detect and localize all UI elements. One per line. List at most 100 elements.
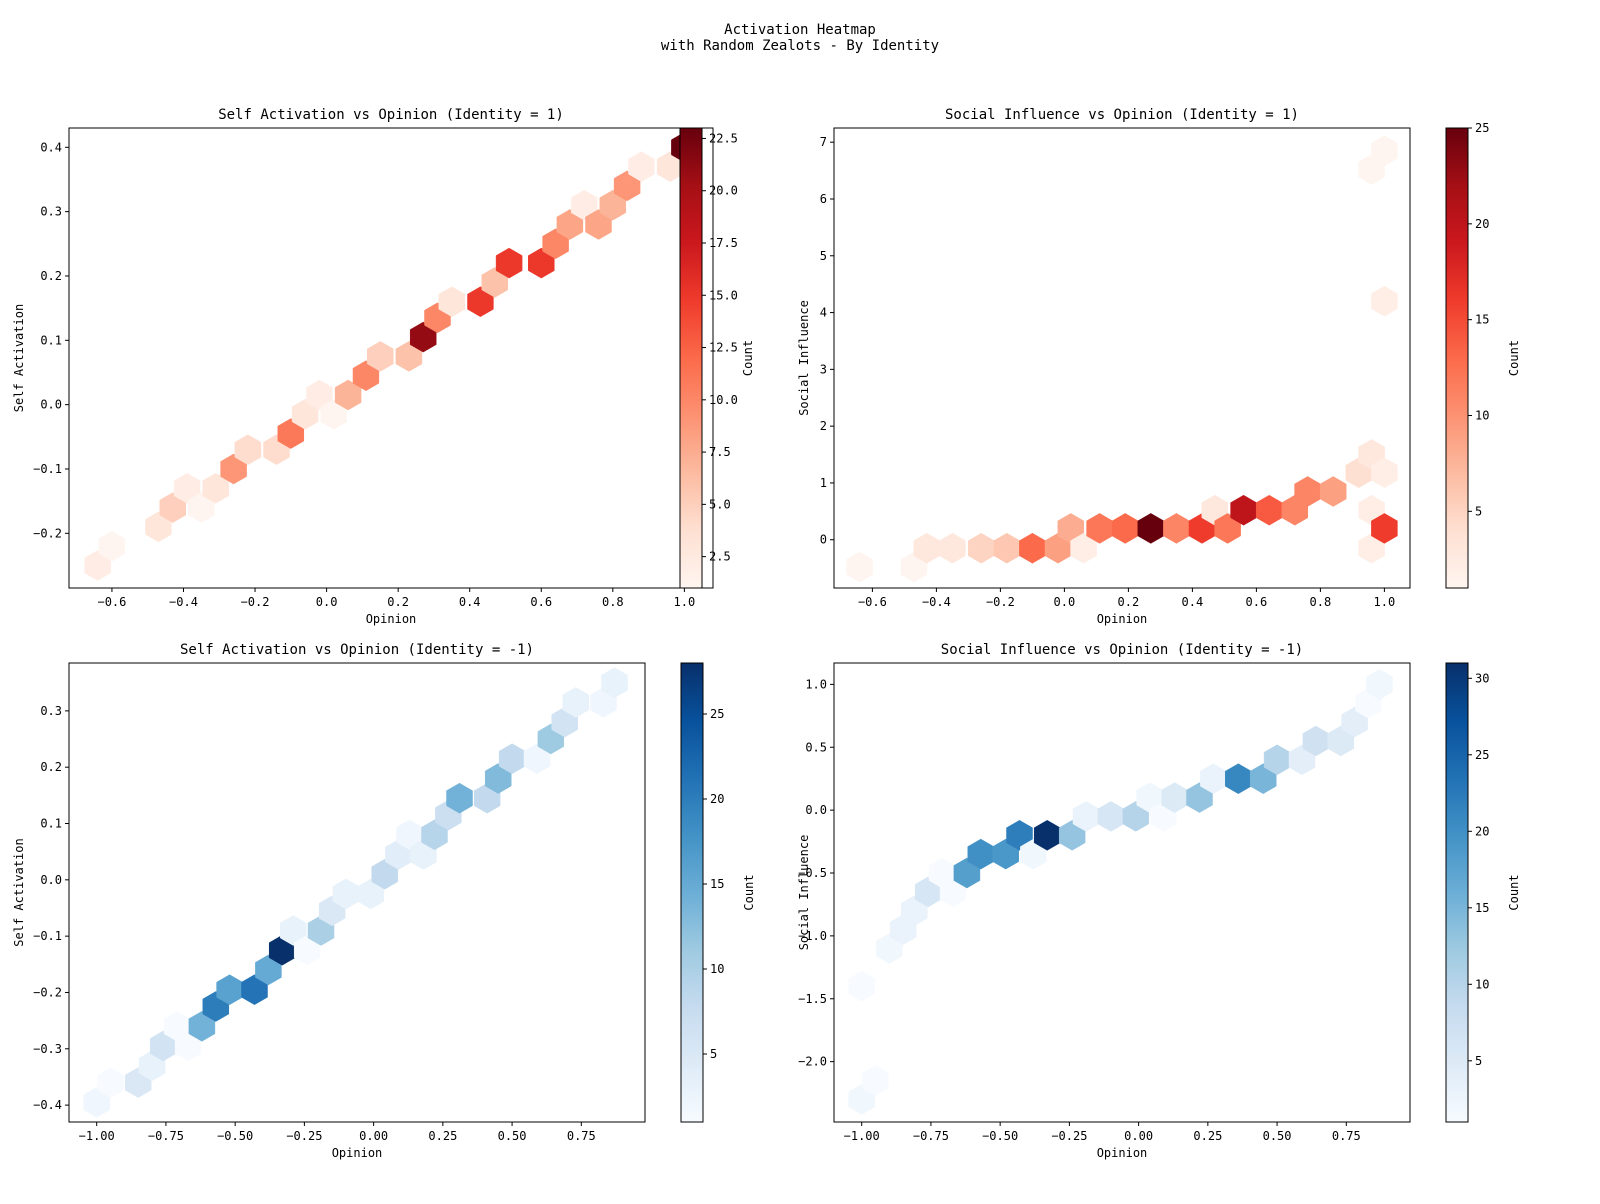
- hexbin-cell: [1366, 669, 1393, 700]
- x-tick-label: 0.4: [1182, 595, 1204, 609]
- x-tick-label: 0.00: [359, 1129, 388, 1143]
- axes-frame: [833, 127, 1411, 589]
- hexbin-cell: [1097, 801, 1125, 832]
- y-tick-label: 3: [820, 362, 827, 376]
- hexbin-cell: [846, 551, 873, 583]
- y-tick-label: 0.0: [805, 803, 827, 817]
- colorbar-tick-label: 15: [1475, 901, 1489, 915]
- hexbin-cell: [1137, 513, 1165, 544]
- y-tick-label: −0.2: [33, 985, 62, 999]
- hexbin-cell: [1371, 457, 1398, 488]
- x-tick-label: 1.0: [674, 595, 696, 609]
- hexbin-cell: [367, 341, 394, 372]
- x-tick-label: −0.25: [1051, 1129, 1087, 1143]
- colorbar-tick-label: 25: [1475, 121, 1489, 135]
- hexbin-cell: [1371, 135, 1398, 166]
- hexbin-cell: [438, 286, 466, 317]
- hexbin-cell: [495, 247, 523, 279]
- subplot-1: −0.6 −0.4 −0.2 0.0 0.2 0.4 0.6 0.8 1.0 −0.2 −0.1 0.…: [12, 107, 755, 626]
- hexbin-layer: [83, 667, 628, 1118]
- y-tick-label: −1.5: [798, 992, 827, 1006]
- y-tick-label: 0.2: [40, 760, 62, 774]
- y-axis-label: Self Activation: [12, 838, 26, 946]
- subplot-4: −1.00 −0.75 −0.50 −0.25 0.00 0.25 0.50 0.75 −2.0…: [797, 642, 1521, 1160]
- y-tick-label: 1: [820, 476, 827, 490]
- y-tick-label: 4: [820, 306, 827, 320]
- hexbin-cell: [1006, 820, 1033, 851]
- y-tick-label: 0.2: [40, 269, 62, 283]
- colorbar: [1445, 127, 1469, 589]
- hexbin-cell: [306, 379, 333, 411]
- subplot-title: Social Influence vs Opinion (Identity = …: [945, 107, 1299, 123]
- figure-title-line-2: with Random Zealots - By Identity: [660, 38, 940, 54]
- hexbin-cell: [1319, 476, 1347, 507]
- y-tick-label: −0.4: [33, 1098, 62, 1112]
- y-tick-label: 7: [820, 135, 827, 149]
- colorbar-tick-label: 20: [1475, 217, 1489, 231]
- y-tick-label: −0.5: [798, 866, 827, 880]
- y-tick-label: 5: [820, 249, 827, 263]
- hexbin-cell: [280, 915, 307, 946]
- colorbar-tick-label: 10.0: [709, 393, 738, 407]
- subplot-title: Self Activation vs Opinion (Identity = 1…: [218, 107, 564, 123]
- hexbin-layer: [848, 669, 1393, 1115]
- x-tick-label: 0.8: [602, 595, 624, 609]
- hexbin-cell: [993, 532, 1021, 564]
- colorbar-tick-label: 20: [710, 792, 724, 806]
- colorbar-tick-label: 20.0: [709, 184, 738, 198]
- x-tick-label: 0.8: [1310, 595, 1332, 609]
- colorbar-tick-label: 25: [1475, 748, 1489, 762]
- y-tick-label: 0.3: [40, 205, 62, 219]
- hexbin-cell: [173, 473, 201, 504]
- x-tick-label: 0.4: [459, 595, 481, 609]
- colorbar-tick-label: 12.5: [709, 341, 738, 355]
- hexbin-cell: [967, 532, 995, 564]
- colorbar-tick-label: 10: [1475, 409, 1489, 423]
- colorbar-tick-label: 7.5: [709, 445, 731, 459]
- hexbin-cell: [1111, 513, 1139, 544]
- x-axis-label: Opinion: [366, 612, 417, 626]
- axes-frame: [68, 127, 714, 589]
- y-axis-label: Social Influence: [797, 300, 811, 416]
- x-tick-label: −0.4: [922, 595, 951, 609]
- x-tick-label: 0.6: [530, 595, 552, 609]
- colorbar-tick-label: 22.5: [709, 131, 738, 145]
- hexbin-cell: [848, 970, 875, 1002]
- y-tick-label: 0.0: [40, 398, 62, 412]
- y-tick-label: 6: [820, 192, 827, 206]
- x-tick-label: 0.0: [316, 595, 338, 609]
- x-tick-label: −0.6: [858, 595, 887, 609]
- y-tick-label: −0.1: [33, 929, 62, 943]
- x-tick-label: −0.6: [97, 595, 126, 609]
- colorbar-tick-label: 15: [1475, 313, 1489, 327]
- hexbin-layer: [846, 135, 1398, 583]
- y-axis-label: Social Influence: [797, 835, 811, 951]
- subplot-title: Self Activation vs Opinion (Identity = -…: [180, 642, 534, 658]
- hexbin-cell: [1371, 285, 1398, 317]
- x-tick-label: 0.25: [1193, 1129, 1222, 1143]
- hexbin-cell: [1371, 513, 1398, 544]
- hexbin-cell: [570, 189, 598, 221]
- y-tick-label: 0.1: [40, 333, 62, 347]
- hexbin-cell: [1225, 763, 1252, 794]
- x-tick-label: 0.2: [387, 595, 409, 609]
- x-tick-label: −0.25: [286, 1129, 322, 1143]
- y-tick-label: −0.3: [33, 1042, 62, 1056]
- colorbar-tick-label: 5.0: [709, 497, 731, 511]
- x-tick-label: −1.00: [79, 1129, 115, 1143]
- x-tick-label: 0.50: [498, 1129, 527, 1143]
- x-tick-label: 0.6: [1246, 595, 1268, 609]
- subplot-3: −1.00 −0.75 −0.50 −0.25 0.00 0.25 0.50 0.75−0.4…: [12, 642, 756, 1160]
- x-tick-label: 0.50: [1263, 1129, 1292, 1143]
- y-tick-label: −0.2: [33, 526, 62, 540]
- x-tick-label: −0.2: [986, 595, 1015, 609]
- colorbar-tick-label: 5: [1475, 1054, 1482, 1068]
- hexbin-cell: [862, 1065, 889, 1096]
- y-axis-label: Self Activation: [12, 304, 26, 412]
- x-tick-label: 1.0: [1374, 595, 1396, 609]
- subplot-title: Social Influence vs Opinion (Identity = …: [941, 642, 1303, 658]
- figure-title: Activation Heatmap with Random Zealots -…: [0, 22, 1600, 54]
- y-tick-label: 0.1: [40, 817, 62, 831]
- x-tick-label: −0.75: [913, 1129, 949, 1143]
